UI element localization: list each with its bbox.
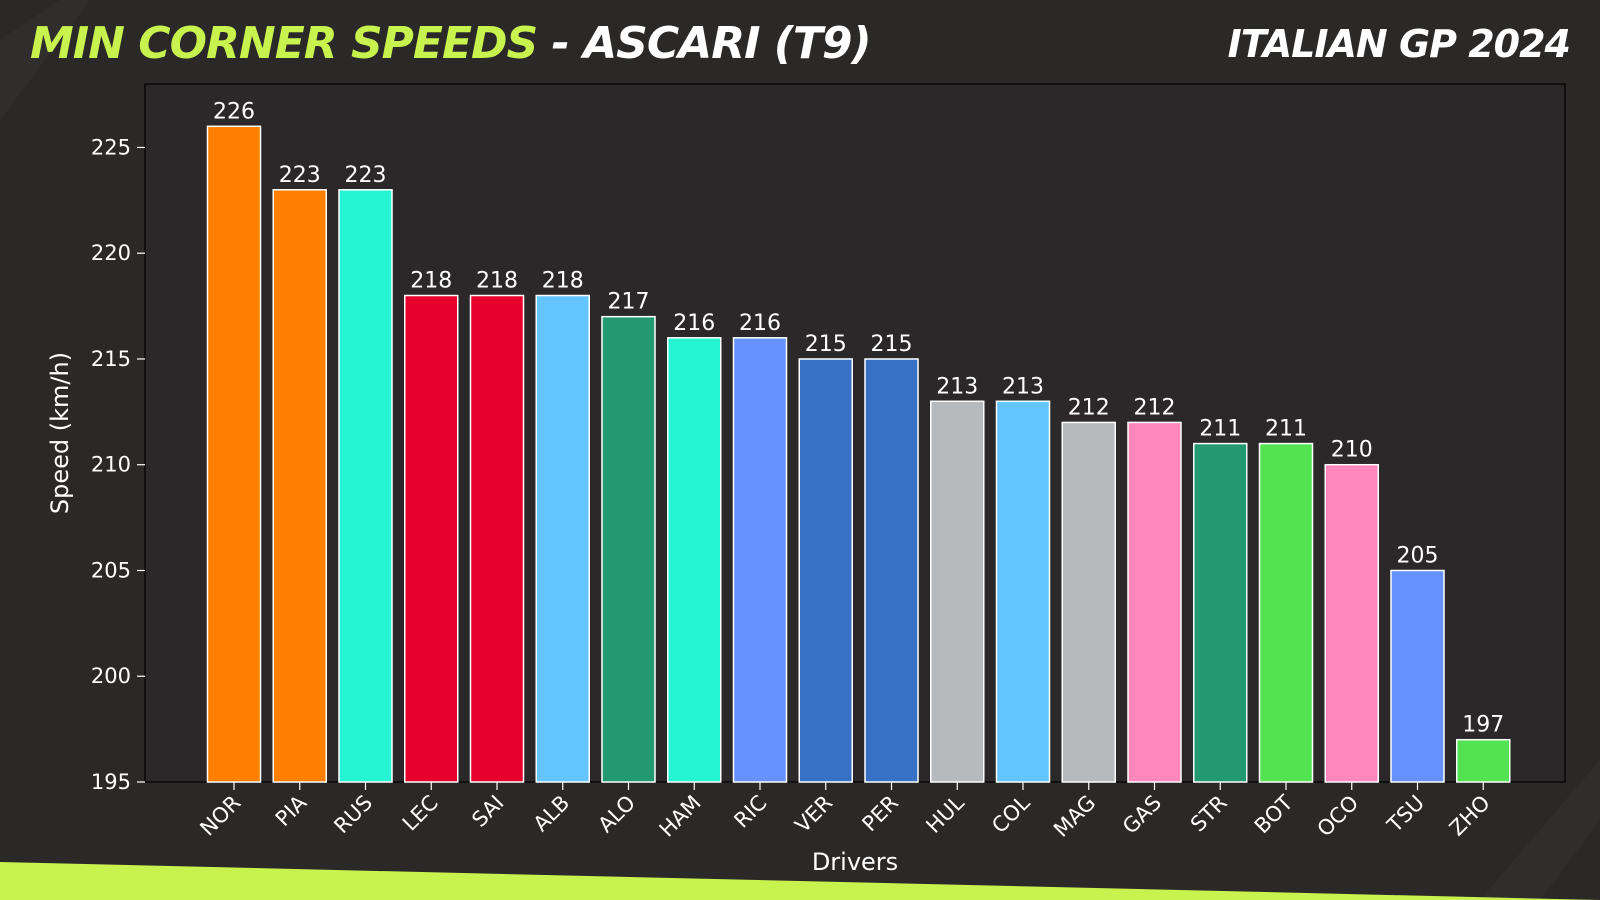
data-label-tsu: 205 xyxy=(1397,543,1439,568)
x-tick-label-alb: ALB xyxy=(529,791,575,837)
x-tick-label-per: PER xyxy=(857,791,903,837)
chart-title-rest: - ASCARI (T9) xyxy=(537,18,872,69)
bar-ham xyxy=(667,337,722,783)
bar-tsu xyxy=(1390,569,1445,783)
y-axis-label: Speed (km/h) xyxy=(46,352,74,514)
bar-per xyxy=(864,358,919,783)
bar-sai xyxy=(469,294,525,783)
data-label-ham: 216 xyxy=(673,311,715,336)
bar-rus xyxy=(338,189,393,783)
bar-alo xyxy=(601,315,656,783)
bar-str xyxy=(1193,442,1248,783)
x-tick-label-bot: BOT xyxy=(1250,790,1298,838)
x-tick-label-pia: PIA xyxy=(271,790,312,831)
data-label-per: 215 xyxy=(871,332,913,357)
x-axis: NOR PIA RUS LEC SAI ALB ALO HAM RIC VER PER HUL COL M… xyxy=(195,782,1495,842)
x-axis-label: Drivers xyxy=(812,848,898,876)
x-tick-label-ric: RIC xyxy=(729,791,771,833)
y-tick-label: 195 xyxy=(91,770,131,794)
bar-lec xyxy=(404,294,459,783)
x-tick-label-zho: ZHO xyxy=(1445,791,1495,841)
data-label-nor: 226 xyxy=(213,99,255,124)
data-label-pia: 223 xyxy=(279,163,321,188)
data-label-alo: 217 xyxy=(608,290,650,315)
chart-title: MIN CORNER SPEEDS - ASCARI (T9) xyxy=(30,18,872,69)
chart-title-accent: MIN CORNER SPEEDS xyxy=(30,18,538,69)
x-tick-label-mag: MAG xyxy=(1049,791,1100,842)
x-tick-label-ver: VER xyxy=(790,791,837,838)
bar-zho xyxy=(1456,738,1511,783)
bar-col xyxy=(995,400,1051,783)
x-tick-label-str: STR xyxy=(1186,791,1232,837)
x-tick-label-oco: OCO xyxy=(1313,791,1364,842)
bar-ver xyxy=(798,358,853,783)
accent-strip xyxy=(0,862,1600,900)
x-tick-label-alo: ALO xyxy=(593,791,640,838)
bar-hul xyxy=(930,400,985,783)
data-label-str: 211 xyxy=(1199,417,1241,442)
y-tick-label: 215 xyxy=(91,347,131,371)
x-tick-label-nor: NOR xyxy=(195,791,245,841)
bar-gas xyxy=(1127,421,1182,783)
data-label-oco: 210 xyxy=(1331,438,1373,463)
y-tick-label: 205 xyxy=(91,558,131,582)
x-tick-label-rus: RUS xyxy=(329,791,377,839)
data-label-rus: 223 xyxy=(345,163,387,188)
data-label-mag: 212 xyxy=(1068,395,1110,420)
y-tick-label: 200 xyxy=(91,664,131,688)
bar-mag xyxy=(1061,421,1116,783)
bar-nor xyxy=(206,125,262,783)
bars-group: 226 223 223 218 218 218 217 216 216 215 215 213 213 2… xyxy=(206,99,1511,783)
event-title: ITALIAN GP 2024 xyxy=(1227,22,1571,66)
data-label-hul: 213 xyxy=(936,374,978,399)
data-label-alb: 218 xyxy=(542,269,584,294)
data-label-zho: 197 xyxy=(1462,713,1504,738)
bar-oco xyxy=(1324,463,1379,783)
bar-pia xyxy=(272,189,327,783)
bar-alb xyxy=(535,294,590,783)
x-tick-label-lec: LEC xyxy=(398,791,443,836)
x-tick-label-sai: SAI xyxy=(467,791,508,832)
bar-bot xyxy=(1258,442,1314,783)
y-axis: 195 200 205 210 215 220 225 xyxy=(91,135,145,794)
x-tick-label-ham: HAM xyxy=(655,791,706,842)
data-label-ric: 216 xyxy=(739,311,781,336)
y-tick-label: 210 xyxy=(91,453,131,477)
bar-ric xyxy=(732,337,788,783)
data-label-lec: 218 xyxy=(410,269,452,294)
x-tick-label-gas: GAS xyxy=(1118,791,1166,839)
y-tick-label: 225 xyxy=(91,135,131,159)
data-label-gas: 212 xyxy=(1134,395,1176,420)
data-label-ver: 215 xyxy=(805,332,847,357)
data-label-bot: 211 xyxy=(1265,417,1307,442)
data-label-sai: 218 xyxy=(476,269,518,294)
x-tick-label-tsu: TSU xyxy=(1382,791,1429,838)
x-tick-label-hul: HUL xyxy=(921,790,968,837)
data-label-col: 213 xyxy=(1002,374,1044,399)
x-tick-label-col: COL xyxy=(987,790,1035,838)
y-tick-label: 220 xyxy=(91,241,131,265)
